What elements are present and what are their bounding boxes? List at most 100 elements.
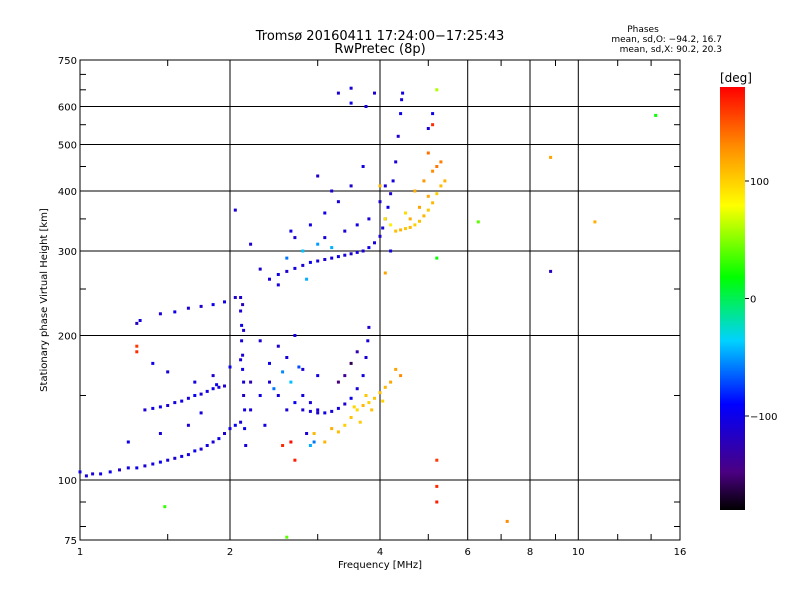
echo-point	[276, 283, 280, 287]
echo-point	[211, 440, 215, 444]
x-tick-label: 8	[527, 547, 533, 558]
echo-point	[330, 246, 334, 250]
echo-point	[391, 179, 395, 183]
echo-point	[186, 396, 190, 400]
echo-point	[396, 134, 400, 138]
echo-point	[399, 374, 403, 378]
echo-point	[549, 155, 553, 159]
echo-point	[244, 444, 248, 447]
echo-point	[285, 356, 289, 359]
echo-point	[135, 466, 139, 470]
echo-point	[361, 374, 365, 378]
echo-point	[549, 269, 553, 273]
echo-point	[593, 220, 597, 224]
echo-point	[301, 367, 305, 371]
echo-point	[163, 505, 167, 509]
echo-point	[316, 242, 320, 246]
echo-point	[355, 387, 359, 391]
echo-point	[330, 256, 334, 260]
x-axis-label: Frequency [MHz]	[338, 560, 422, 571]
echo-point	[99, 472, 103, 476]
echo-point	[426, 194, 430, 198]
echo-point	[126, 440, 130, 444]
echo-point	[84, 474, 88, 478]
echo-point	[349, 184, 353, 188]
echo-point	[199, 392, 203, 396]
echo-point	[289, 380, 293, 384]
echo-point	[336, 200, 340, 204]
echo-point	[316, 259, 320, 263]
echo-point	[135, 321, 139, 325]
echo-point	[394, 367, 398, 371]
echo-point	[378, 234, 382, 238]
echo-point	[404, 227, 407, 231]
echo-point	[293, 266, 297, 270]
echo-point	[399, 228, 403, 232]
echo-point	[158, 312, 162, 316]
echo-point	[336, 430, 340, 434]
echo-point	[249, 408, 253, 412]
x-tick-label: 1	[77, 547, 83, 558]
x-axis-ticks: 1 2 4 6 8 10 16	[77, 60, 686, 558]
echo-point	[654, 113, 658, 117]
echo-point	[435, 88, 439, 92]
echo-point	[289, 229, 293, 233]
echo-point	[293, 236, 297, 240]
echo-point	[422, 179, 426, 183]
echo-point	[301, 408, 305, 412]
echo-point	[418, 219, 421, 223]
echo-point	[431, 112, 435, 116]
echo-point	[404, 211, 407, 215]
grid	[80, 60, 680, 540]
echo-point	[413, 189, 417, 193]
echo-point	[316, 374, 320, 378]
echo-point	[336, 406, 340, 410]
echo-point	[435, 192, 439, 196]
echo-point	[228, 365, 232, 369]
echo-point	[199, 304, 203, 308]
colorbar-ticks: 100 0 −100	[745, 177, 777, 423]
echo-point	[240, 339, 244, 343]
echo-point	[276, 273, 280, 276]
echo-point	[435, 256, 439, 260]
echo-point	[355, 350, 359, 354]
x-tick-label: 10	[572, 547, 585, 558]
colorbar-tick-label: 100	[750, 177, 769, 188]
echo-point	[323, 258, 327, 261]
echo-point	[193, 394, 197, 397]
phase-stats-heading: Phases	[627, 25, 659, 35]
echo-point	[383, 217, 387, 221]
echo-point	[258, 394, 262, 397]
echo-point	[308, 260, 312, 264]
echo-point	[366, 339, 370, 343]
echo-point	[249, 380, 253, 384]
x-tick-label: 6	[465, 547, 471, 558]
echo-point	[305, 277, 309, 281]
echo-point	[205, 444, 209, 447]
echo-point	[435, 165, 439, 168]
echo-point	[281, 444, 285, 447]
echo-point	[323, 411, 327, 415]
data-points	[78, 86, 658, 539]
echo-point	[223, 300, 226, 304]
echo-point	[239, 420, 243, 424]
echo-point	[173, 456, 177, 460]
echo-point	[263, 423, 267, 427]
echo-point	[118, 468, 121, 472]
echo-point	[289, 440, 293, 444]
echo-point	[323, 236, 327, 240]
echo-point	[389, 192, 393, 196]
echo-point	[233, 208, 237, 212]
plot-area: 1 2 4 6 8 10 16 75 100 200 300 400 500 600 750	[58, 56, 686, 558]
echo-point	[268, 361, 271, 365]
echo-point	[349, 86, 353, 90]
y-tick-label: 75	[64, 536, 77, 547]
echo-point	[378, 184, 382, 188]
echo-point	[293, 401, 297, 405]
echo-point	[330, 427, 334, 431]
echo-point	[211, 374, 215, 378]
echo-point	[285, 256, 289, 260]
echo-point	[272, 387, 276, 391]
echo-point	[135, 344, 139, 348]
echo-point	[343, 423, 347, 427]
